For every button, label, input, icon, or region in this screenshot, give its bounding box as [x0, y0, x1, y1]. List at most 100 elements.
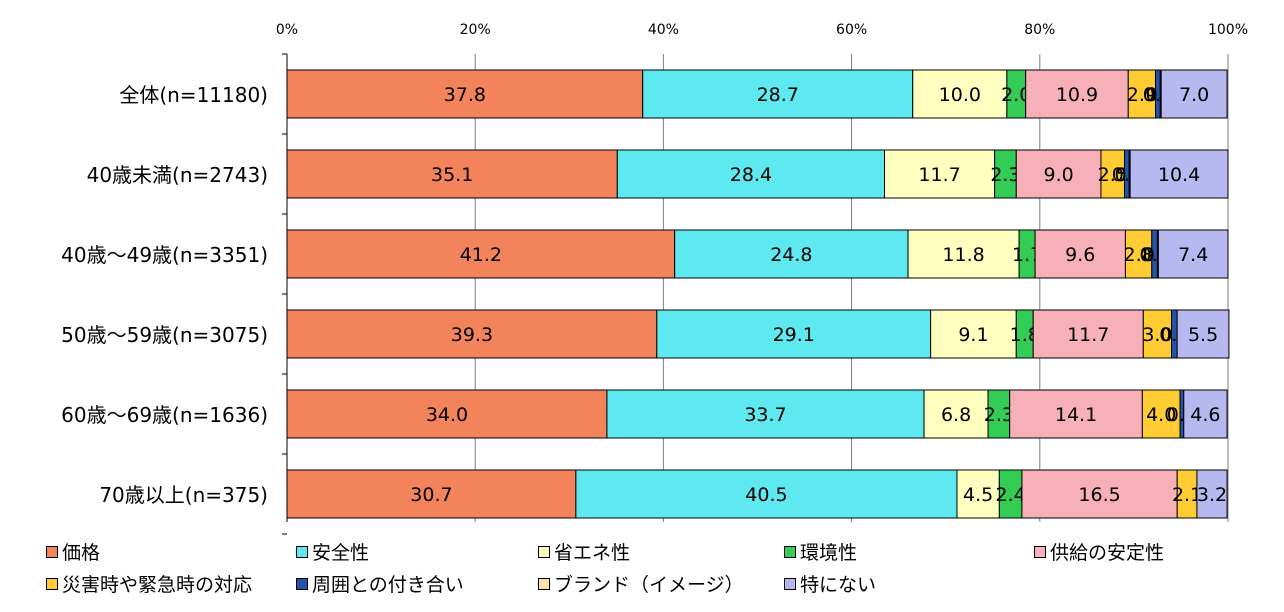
x-tick-label: 100% [1208, 22, 1248, 38]
category-label: 70歳以上(n=375) [99, 483, 268, 507]
legend-label: 周囲との付き合い [312, 574, 464, 596]
data-label: 7.0 [1179, 84, 1209, 106]
bar-segment [1129, 149, 1229, 199]
bar-segment [606, 389, 925, 439]
data-label: 9.6 [1065, 244, 1095, 266]
data-label: 28.7 [757, 84, 799, 106]
data-label: 24.8 [770, 244, 812, 266]
legend: 価格 安全性 省エネ性 環境性 供給の安定性災害時や緊急時の対応 周囲との付き合い ブランド… [38, 538, 1278, 608]
data-label: 2.8 [1123, 244, 1153, 266]
data-label: 3.0 [1142, 324, 1172, 346]
data-label: 40.5 [745, 484, 787, 506]
legend-label: 災害時や緊急時の対応 [62, 574, 253, 596]
x-tick-label: 60% [836, 22, 867, 38]
legend-item: 価格 [46, 538, 100, 565]
legend-item: ブランド（イメージ） [538, 570, 744, 597]
legend-item: 安全性 [296, 538, 369, 565]
legend-label: 価格 [62, 542, 101, 564]
legend-label: ブランド（イメージ） [554, 574, 744, 596]
legend-swatch [46, 545, 58, 558]
data-label: 33.7 [744, 404, 786, 426]
bar-segment [1127, 69, 1157, 119]
data-label: 11.8 [942, 244, 984, 266]
legend-item: 災害時や緊急時の対応 [46, 570, 252, 597]
data-label: 35.1 [431, 164, 473, 186]
data-label: 34.0 [426, 404, 468, 426]
bar-segment [884, 149, 996, 199]
data-label: 10.9 [1056, 84, 1098, 106]
data-label: 11.7 [918, 164, 960, 186]
bar-segment [1160, 69, 1228, 119]
legend-item: 省エネ性 [538, 538, 630, 565]
legend-swatch [784, 577, 796, 590]
data-label: 2.3 [990, 164, 1020, 186]
data-label: 5.5 [1188, 324, 1218, 346]
data-label: 10.0 [939, 84, 981, 106]
data-label: 28.4 [730, 164, 772, 186]
x-tick-label: 20% [460, 22, 491, 38]
bar-segment [1025, 69, 1129, 119]
legend-swatch [538, 577, 550, 590]
data-label: 37.8 [444, 84, 486, 106]
bar-segment [1196, 469, 1228, 519]
legend-swatch [784, 545, 796, 558]
category-label: 40歳未満(n=2743) [87, 163, 268, 187]
data-label: 41.2 [460, 244, 502, 266]
bar-segment [1176, 309, 1230, 359]
data-label: 7.4 [1178, 244, 1208, 266]
legend-label: 省エネ性 [554, 542, 631, 564]
bar-segment [286, 389, 608, 439]
bar-segment [286, 309, 658, 359]
legend-swatch [1034, 545, 1046, 558]
x-tick-label: 40% [648, 22, 679, 38]
data-label: 39.3 [451, 324, 493, 346]
bar-segment [575, 469, 958, 519]
legend-label: 環境性 [800, 542, 858, 564]
x-tick-label: 0% [276, 22, 298, 38]
data-label: 2.5 [1098, 164, 1128, 186]
legend-item: 供給の安定性 [1034, 538, 1164, 565]
legend-swatch [538, 545, 550, 558]
bar-segment [1157, 229, 1229, 279]
data-label: 16.5 [1078, 484, 1120, 506]
bar-segment [1124, 229, 1153, 279]
data-label: 2.1 [1172, 484, 1202, 506]
data-label: 9.0 [1044, 164, 1074, 186]
legend-item: 周囲との付き合い [296, 570, 464, 597]
bar-segment [286, 149, 618, 199]
legend-label: 安全性 [312, 542, 370, 564]
bar-segment [1183, 389, 1228, 439]
data-label: 1.8 [1010, 324, 1040, 346]
category-label: 60歳～69歳(n=1636) [61, 403, 268, 427]
category-label: 40歳～49歳(n=3351) [61, 243, 268, 267]
legend-label: 特にない [800, 574, 877, 596]
legend-item: 環境性 [784, 538, 857, 565]
bar-segment [616, 149, 886, 199]
bar-segment [286, 469, 577, 519]
data-label: 6.8 [941, 404, 971, 426]
bar-segment [1015, 149, 1102, 199]
bar-segment [1032, 309, 1144, 359]
data-label: 3.2 [1197, 484, 1227, 506]
bar-segment [656, 309, 932, 359]
legend-label: 供給の安定性 [1050, 542, 1165, 564]
bar-segment [674, 229, 909, 279]
legend-swatch [296, 545, 308, 558]
category-label: 全体(n=11180) [119, 83, 268, 107]
data-label: 4.5 [963, 484, 993, 506]
data-label: 4.0 [1146, 404, 1176, 426]
data-label: 2.0 [1001, 84, 1031, 106]
data-label: 11.7 [1067, 324, 1109, 346]
legend-swatch [46, 577, 58, 590]
data-label: 2.9 [1127, 84, 1157, 106]
x-tick-label: 80% [1024, 22, 1055, 38]
data-label: 30.7 [410, 484, 452, 506]
data-label: 2.4 [996, 484, 1026, 506]
bar-segment [1142, 309, 1173, 359]
bar-segment [930, 309, 1017, 359]
legend-item: 特にない [784, 570, 876, 597]
bar-segment [912, 69, 1008, 119]
data-label: 10.4 [1158, 164, 1200, 186]
bar-segment [286, 229, 676, 279]
